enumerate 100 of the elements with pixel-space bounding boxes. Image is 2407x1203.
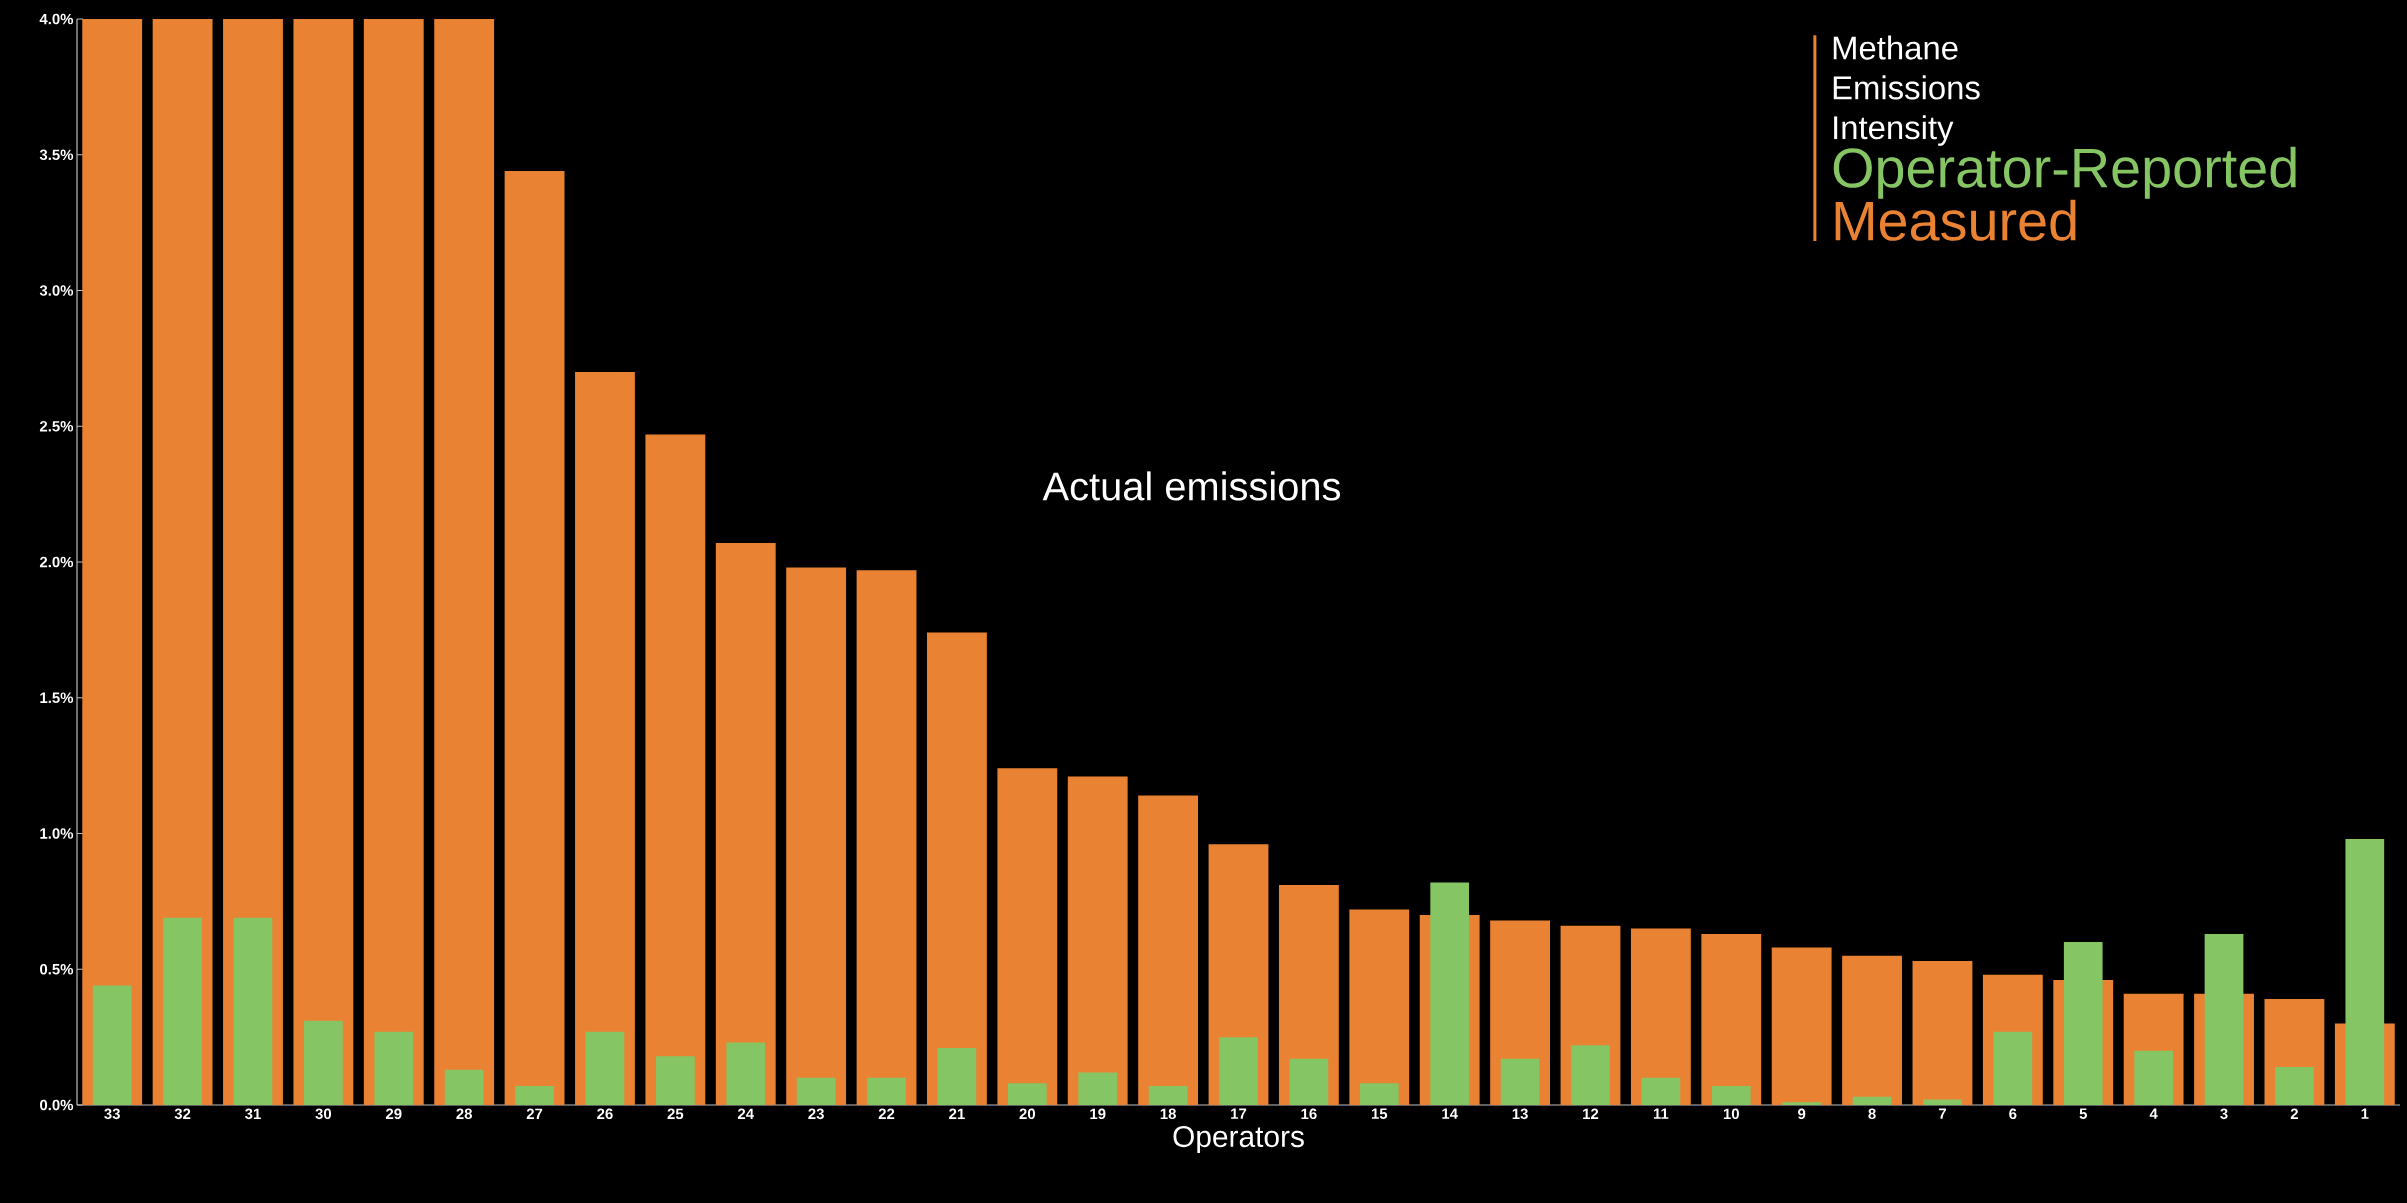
bar [1711, 1086, 1751, 1105]
x-tick-label: 17 [1231, 1108, 1247, 1119]
bar [504, 171, 565, 1105]
x-axis-title: Operators [1173, 1125, 1304, 1154]
bar [1078, 1072, 1118, 1105]
x-tick-label: 19 [1090, 1108, 1106, 1120]
bar [2345, 838, 2385, 1105]
bar [856, 570, 917, 1105]
x-tick-label: 8 [1868, 1108, 1876, 1120]
bar [997, 768, 1058, 1105]
bar [575, 371, 635, 1105]
x-tick-label: 3 [2220, 1108, 2228, 1120]
bar [1701, 933, 1762, 1105]
x-tick-label: 29 [385, 1108, 402, 1120]
x-tick-label: 7 [1938, 1108, 1946, 1119]
y-tick-label: 1.0% [40, 828, 74, 839]
bar [1138, 795, 1199, 1105]
y-tick-label: 4.0% [39, 13, 74, 25]
bar [937, 1047, 977, 1105]
x-tick-label: 12 [1583, 1108, 1599, 1119]
x-tick-label: 25 [667, 1108, 684, 1120]
bar [726, 1042, 766, 1105]
x-tick-label: 27 [526, 1108, 543, 1119]
bar [786, 567, 847, 1105]
bar [1359, 1083, 1399, 1105]
x-tick-label: 6 [2009, 1108, 2017, 1120]
bar [1912, 961, 1973, 1105]
x-tick-label: 21 [949, 1108, 965, 1119]
bar [293, 19, 354, 1105]
y-tick-label: 1.5% [40, 692, 74, 704]
bar [1771, 947, 1832, 1105]
bar [1782, 1102, 1822, 1105]
x-tick-label: 1 [2361, 1108, 2369, 1119]
bar [1571, 1045, 1610, 1105]
x-tick-label: 16 [1301, 1108, 1317, 1120]
x-tick-label: 9 [1798, 1108, 1806, 1120]
bar [1148, 1086, 1188, 1105]
bar [2063, 942, 2103, 1105]
x-tick-label: 26 [597, 1108, 613, 1120]
bar [363, 19, 424, 1105]
x-tick-label: 4 [2149, 1108, 2158, 1119]
y-tick-label: 2.0% [39, 556, 74, 568]
text: Measured [1835, 199, 2076, 241]
bar [1289, 1058, 1329, 1105]
bar [82, 19, 143, 1105]
x-tick-label: 15 [1371, 1108, 1388, 1119]
bar [1349, 909, 1410, 1105]
bar [1630, 928, 1691, 1105]
bar [645, 434, 706, 1105]
y-tick-label: 3.5% [39, 149, 74, 161]
bar [2134, 1050, 2173, 1105]
bar [1219, 1037, 1258, 1105]
bar [92, 985, 132, 1105]
bar [1923, 1099, 1962, 1105]
bar [515, 1086, 554, 1105]
y-tick-label: 0.0% [40, 1099, 74, 1111]
bar [1641, 1077, 1681, 1105]
bar [1007, 1083, 1047, 1105]
x-tick-label: 22 [878, 1108, 895, 1119]
bar [927, 632, 987, 1105]
bar [655, 1056, 695, 1105]
legend-title: Methane Emissions Intensity [1833, 35, 1980, 146]
bar [1430, 882, 1470, 1105]
x-tick-label: 18 [1160, 1108, 1176, 1120]
x-tick-label: 32 [174, 1108, 191, 1120]
bar [1842, 955, 1902, 1105]
text: Operator-Reported [1833, 146, 2296, 199]
x-tick-label: 28 [456, 1108, 473, 1120]
x-tick-label: 24 [737, 1108, 754, 1119]
y-tick-label: 0.5% [40, 963, 74, 975]
y-tick-label: 2.5% [39, 420, 74, 432]
x-tick-label: 5 [2079, 1108, 2087, 1119]
bar [434, 19, 495, 1105]
x-tick-label: 33 [104, 1108, 120, 1120]
x-tick-label: 20 [1019, 1108, 1036, 1120]
y-tick-label: 3.0% [39, 285, 74, 296]
bar [1500, 1058, 1540, 1105]
bar [163, 917, 202, 1105]
bar [444, 1069, 484, 1105]
annotation: Actual emissions [1042, 471, 1341, 501]
bar [1852, 1096, 1892, 1105]
bar [2275, 1066, 2314, 1105]
bar [304, 1020, 343, 1105]
bar [233, 917, 273, 1105]
bar [867, 1077, 906, 1105]
bar [585, 1031, 625, 1105]
bar [796, 1077, 836, 1105]
x-tick-label: 14 [1442, 1108, 1458, 1119]
x-tick-label: 13 [1512, 1108, 1528, 1120]
x-tick-label: 11 [1653, 1108, 1669, 1119]
bar [374, 1031, 414, 1105]
x-tick-label: 10 [1723, 1108, 1739, 1120]
x-tick-label: 31 [245, 1108, 261, 1120]
x-tick-label: 30 [315, 1108, 332, 1120]
x-tick-label: 2 [2290, 1108, 2298, 1119]
bar [2204, 933, 2244, 1105]
bar [1993, 1031, 2033, 1105]
bar [715, 543, 776, 1105]
bar [1067, 776, 1128, 1105]
x-tick-label: 23 [808, 1108, 824, 1120]
